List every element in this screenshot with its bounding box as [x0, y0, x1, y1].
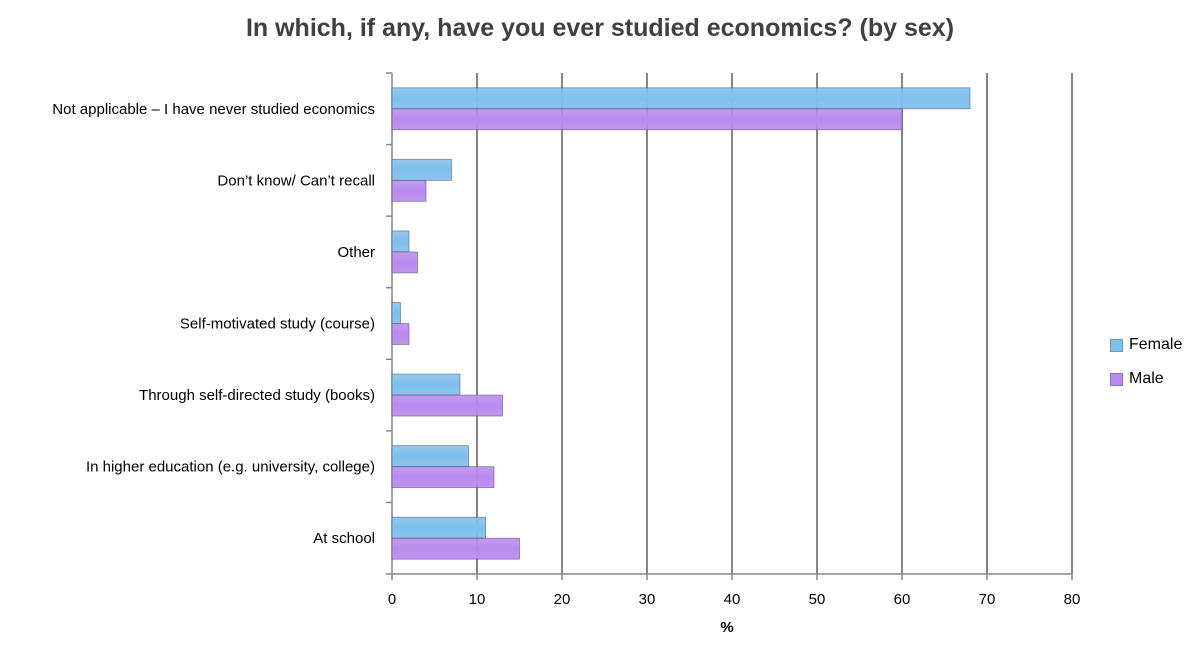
x-tick-label: 30 [639, 591, 656, 608]
category-label: At school [313, 530, 375, 547]
category-label: In higher education (e.g. university, co… [86, 459, 375, 476]
legend-item-female: Female [1110, 328, 1182, 362]
bar-male [391, 179, 427, 202]
x-tick-label: 80 [1064, 591, 1081, 608]
bar-female [391, 445, 469, 468]
legend-label-female: Female [1129, 336, 1183, 353]
legend-item-male: Male [1110, 362, 1182, 396]
x-tick-label: 50 [809, 591, 826, 608]
chart-title: In which, if any, have you ever studied … [245, 14, 955, 42]
x-tick-label: 40 [724, 591, 741, 608]
bar-male [391, 323, 410, 345]
category-label: Other [337, 244, 375, 261]
bar-male [391, 537, 520, 560]
bar-female [391, 302, 401, 324]
bar-male [391, 108, 903, 131]
x-tick-label: 20 [554, 591, 571, 608]
legend-swatch-female [1110, 338, 1123, 352]
category-label: Self-motivated study (course) [180, 316, 375, 333]
bar-male [391, 394, 503, 417]
category-label: Through self-directed study (books) [139, 387, 375, 404]
bar-female [391, 516, 486, 539]
x-tick-label: 70 [979, 591, 996, 608]
legend-swatch-male [1110, 372, 1123, 386]
legend-label-male: Male [1129, 370, 1164, 387]
category-label: Not applicable – I have never studied ec… [52, 101, 375, 118]
x-axis-title: % [720, 619, 733, 636]
bar-female [391, 230, 410, 253]
category-label: Don’t know/ Can’t recall [217, 172, 375, 189]
bar-female [391, 87, 971, 110]
x-tick-label: 60 [894, 591, 911, 608]
bar-female [391, 373, 461, 396]
x-tick-label: 10 [469, 591, 486, 608]
bar-female [391, 158, 452, 181]
bar-male [391, 466, 495, 489]
legend: Female Male [1110, 328, 1182, 396]
x-tick-label: 0 [388, 591, 396, 608]
bar-male [391, 251, 418, 274]
